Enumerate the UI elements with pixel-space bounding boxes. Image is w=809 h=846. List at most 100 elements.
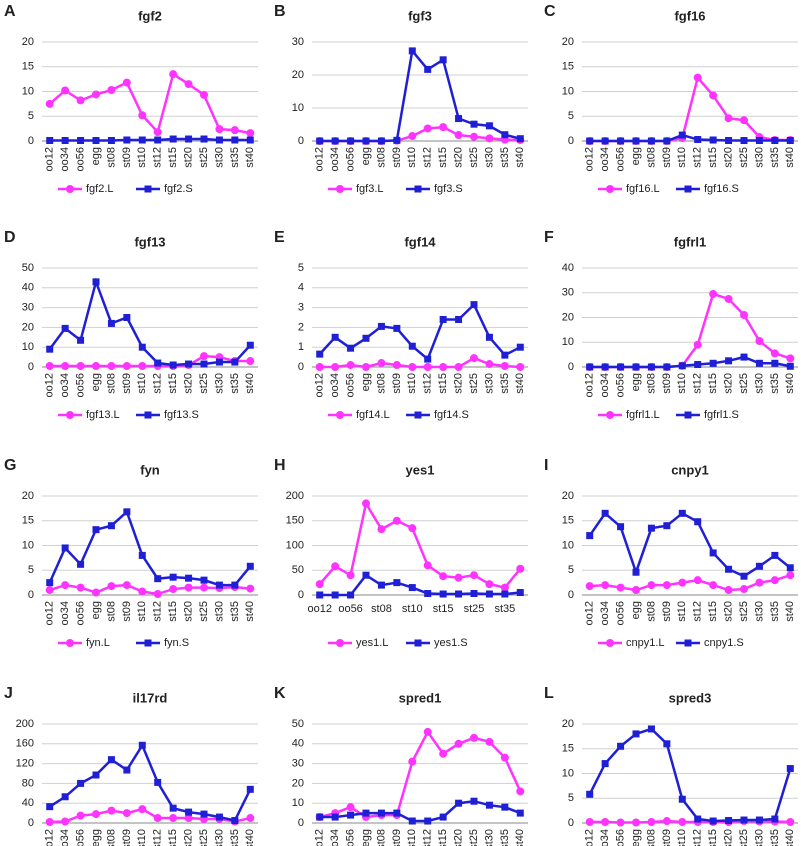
x-tick-label: st20 [722,147,734,168]
x-tick-label: oo34 [599,147,611,171]
data-point [153,590,162,599]
data-point [231,817,239,825]
y-tick-label: 2 [298,321,304,333]
legend-marker [606,411,614,419]
x-tick-label: st10 [136,601,148,622]
legend-label: fgf3.L [356,183,384,195]
panel-label: H [274,457,286,474]
legend-marker [66,639,74,647]
x-tick-label: st08 [645,829,657,846]
x-tick-label: st25 [738,373,750,394]
legend-marker [684,185,692,193]
data-point [470,354,478,363]
x-tick-label: oo12 [44,373,56,397]
data-point [678,362,686,370]
data-point [632,586,640,595]
data-point [215,358,223,366]
data-point [724,586,733,595]
y-tick-label: 50 [292,564,304,576]
data-point [455,799,463,807]
data-point [76,96,85,105]
data-point [725,357,733,365]
data-point [107,86,116,95]
legend-marker [144,411,152,419]
x-tick-label: oo56 [344,829,356,846]
y-tick-label: 20 [562,36,574,48]
data-point [470,120,478,128]
y-tick-label: 20 [292,69,304,81]
data-point [246,584,255,593]
data-point [424,355,432,363]
x-tick-label: st30 [483,147,495,168]
data-point [470,590,478,598]
data-point [45,818,54,827]
y-tick-label: 40 [22,282,34,294]
data-point [408,132,417,141]
legend-marker [684,639,692,647]
data-point [377,581,385,589]
x-tick-label: st09 [391,829,403,846]
data-point [740,572,748,580]
x-tick-label: st25 [198,601,210,622]
data-point [439,813,447,821]
data-point [46,803,54,811]
data-point [215,125,224,134]
data-point [230,126,239,135]
data-point [740,116,748,125]
x-tick-label: st08 [645,147,657,168]
x-tick-label: oo34 [329,147,341,171]
x-tick-label: st10 [676,147,688,168]
data-point [138,587,147,596]
y-tick-label: 10 [22,539,34,551]
x-tick-label: st09 [121,601,133,622]
data-point [61,362,70,371]
y-tick-label: 50 [22,262,34,274]
data-point [76,583,85,592]
y-tick-label: 5 [568,110,574,122]
data-point [632,818,640,827]
series-line [48,277,252,367]
x-tick-label: oo34 [599,373,611,397]
data-point [424,817,432,825]
y-tick-label: 10 [562,539,574,551]
panel-label: B [274,3,286,20]
data-point [346,361,355,370]
series-line [588,727,792,823]
series-line [589,75,791,143]
data-point [586,790,594,798]
data-point [424,590,432,598]
data-point [501,590,509,598]
x-tick-label: egg [630,147,642,165]
data-point [408,584,416,592]
x-tick-label: st20 [722,373,734,394]
x-tick-label: st30 [483,829,495,846]
data-point [647,581,656,590]
data-point [516,343,524,351]
legend-marker [606,185,614,193]
y-tick-label: 5 [568,792,574,804]
y-tick-label: 0 [568,135,574,147]
x-tick-label: oo34 [329,829,341,846]
y-tick-label: 0 [568,817,574,829]
x-tick-label: st35 [494,603,515,615]
x-tick-label: st40 [514,147,526,168]
x-tick-label: st40 [244,829,256,846]
x-tick-label: st15 [437,373,449,394]
y-tick-label: 20 [562,311,574,323]
legend-label: fgf16.S [704,183,739,195]
x-tick-label: st09 [121,147,133,168]
x-tick-label: st30 [213,373,225,394]
x-tick-label: st35 [769,601,781,622]
data-point [377,137,385,145]
x-tick-label: st25 [468,829,480,846]
data-point [663,363,671,371]
data-point [200,352,208,361]
x-tick-label: oo12 [314,147,326,171]
x-tick-label: st40 [244,601,256,622]
y-tick-label: 200 [16,718,34,730]
y-tick-label: 150 [286,515,304,527]
chart-title: fgfrl1 [674,234,707,249]
data-point [92,362,100,371]
